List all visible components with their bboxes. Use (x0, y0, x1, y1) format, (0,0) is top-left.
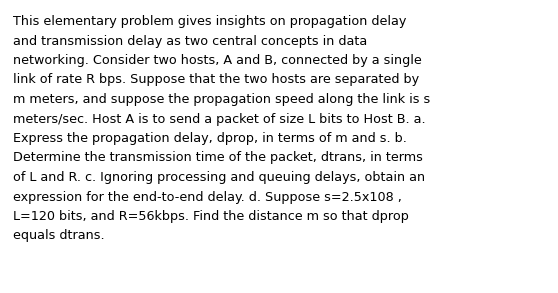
Text: Express the propagation delay, dprop, in terms of m and s. b.: Express the propagation delay, dprop, in… (13, 132, 407, 145)
Text: networking. Consider two hosts, A and B, connected by a single: networking. Consider two hosts, A and B,… (13, 54, 422, 67)
Text: equals dtrans.: equals dtrans. (13, 229, 105, 243)
Text: expression for the end-to-end delay. d. Suppose s=2.5x108 ,: expression for the end-to-end delay. d. … (13, 190, 402, 204)
Text: m meters, and suppose the propagation speed along the link is s: m meters, and suppose the propagation sp… (13, 93, 430, 106)
Text: link of rate R bps. Suppose that the two hosts are separated by: link of rate R bps. Suppose that the two… (13, 74, 419, 86)
Text: L=120 bits, and R=56kbps. Find the distance m so that dprop: L=120 bits, and R=56kbps. Find the dista… (13, 210, 409, 223)
Text: This elementary problem gives insights on propagation delay: This elementary problem gives insights o… (13, 15, 406, 28)
Text: meters/sec. Host A is to send a packet of size L bits to Host B. a.: meters/sec. Host A is to send a packet o… (13, 113, 426, 125)
Text: Determine the transmission time of the packet, dtrans, in terms: Determine the transmission time of the p… (13, 151, 423, 164)
Text: and transmission delay as two central concepts in data: and transmission delay as two central co… (13, 35, 367, 47)
Text: of L and R. c. Ignoring processing and queuing delays, obtain an: of L and R. c. Ignoring processing and q… (13, 171, 425, 184)
